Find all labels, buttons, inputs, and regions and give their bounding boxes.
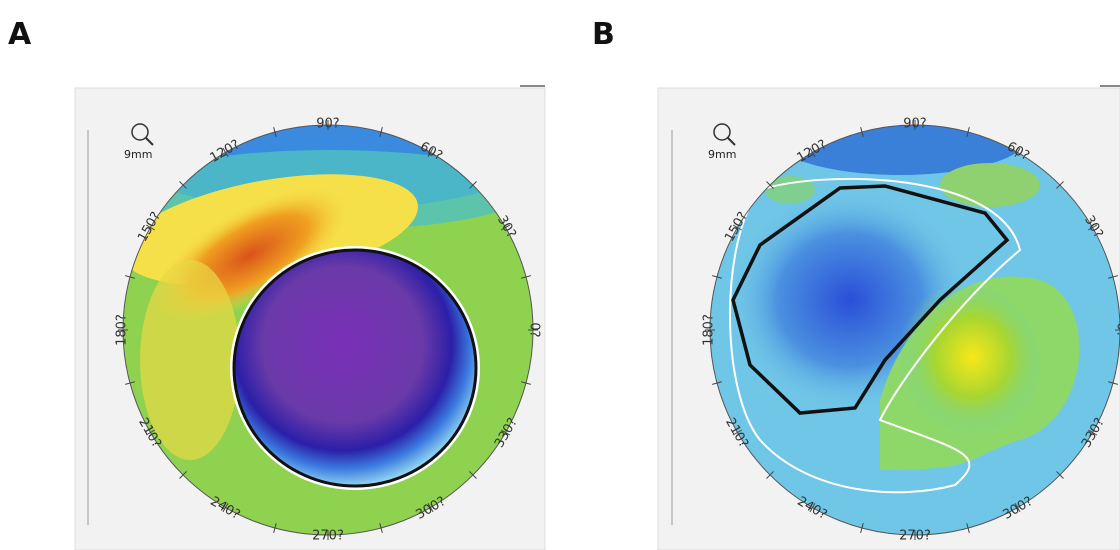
angle-label: 180? (702, 314, 717, 346)
angle-label: 90? (903, 117, 926, 132)
rim-tick (732, 224, 743, 231)
rim-tick (1014, 147, 1021, 158)
zoom-icon (727, 137, 736, 146)
rim-tick (712, 381, 722, 385)
rim-tick (1108, 275, 1118, 279)
rim-tick (427, 502, 434, 513)
rim-tick (809, 147, 816, 158)
rim-tick (732, 429, 743, 436)
angle-label: 0? (527, 322, 542, 337)
zoom-icon (145, 137, 154, 146)
rim-tick (125, 381, 135, 385)
rim-tick (1108, 381, 1118, 385)
rim-tick (222, 147, 229, 158)
rim-tick (712, 275, 722, 279)
angle-label: 270? (312, 529, 344, 544)
angle-label: 0? (1114, 322, 1120, 337)
rim-tick (521, 381, 531, 385)
rim-tick (1056, 471, 1064, 479)
panel-label: B (592, 17, 615, 52)
angle-label: 180? (115, 314, 130, 346)
zoom-label: 9mm (708, 148, 736, 161)
rim-tick (222, 502, 229, 513)
rim-tick (1056, 181, 1064, 189)
rim-tick (966, 127, 970, 137)
rim-tick (1087, 429, 1098, 436)
zoom-icon (131, 123, 149, 141)
rim-tick (1087, 224, 1098, 231)
rim-tick (469, 471, 477, 479)
topography-map (710, 125, 1120, 535)
rim-tick (500, 224, 511, 231)
rim-tick (145, 224, 156, 231)
angle-label: 270? (899, 529, 931, 544)
rim-tick (379, 127, 383, 137)
rim-tick (145, 429, 156, 436)
rim-tick (766, 471, 774, 479)
rim-tick (809, 502, 816, 513)
topography-map (123, 125, 533, 535)
rim-tick (273, 523, 277, 533)
rim-tick (125, 275, 135, 279)
rim-tick (966, 523, 970, 533)
rim-tick (179, 471, 187, 479)
rim-tick (273, 127, 277, 137)
angle-label: 90? (316, 117, 339, 132)
rim-tick (766, 181, 774, 189)
rim-tick (379, 523, 383, 533)
rim-tick (469, 181, 477, 189)
panel-b: 9mm 0?30?60?90?120?150?180?210?240?270?3… (657, 85, 1120, 550)
rim-tick (521, 275, 531, 279)
rim-tick (1014, 502, 1021, 513)
panel-label: A (8, 17, 32, 52)
zoom-label: 9mm (124, 148, 152, 161)
rim-tick (860, 523, 864, 533)
rim-tick (179, 181, 187, 189)
rim-tick (500, 429, 511, 436)
rim-tick (427, 147, 434, 158)
zoom-icon (713, 123, 731, 141)
rim-tick (860, 127, 864, 137)
panel-a: 9mm 0?30?60?90?120?150?180?210?240?270?3… (74, 85, 546, 550)
